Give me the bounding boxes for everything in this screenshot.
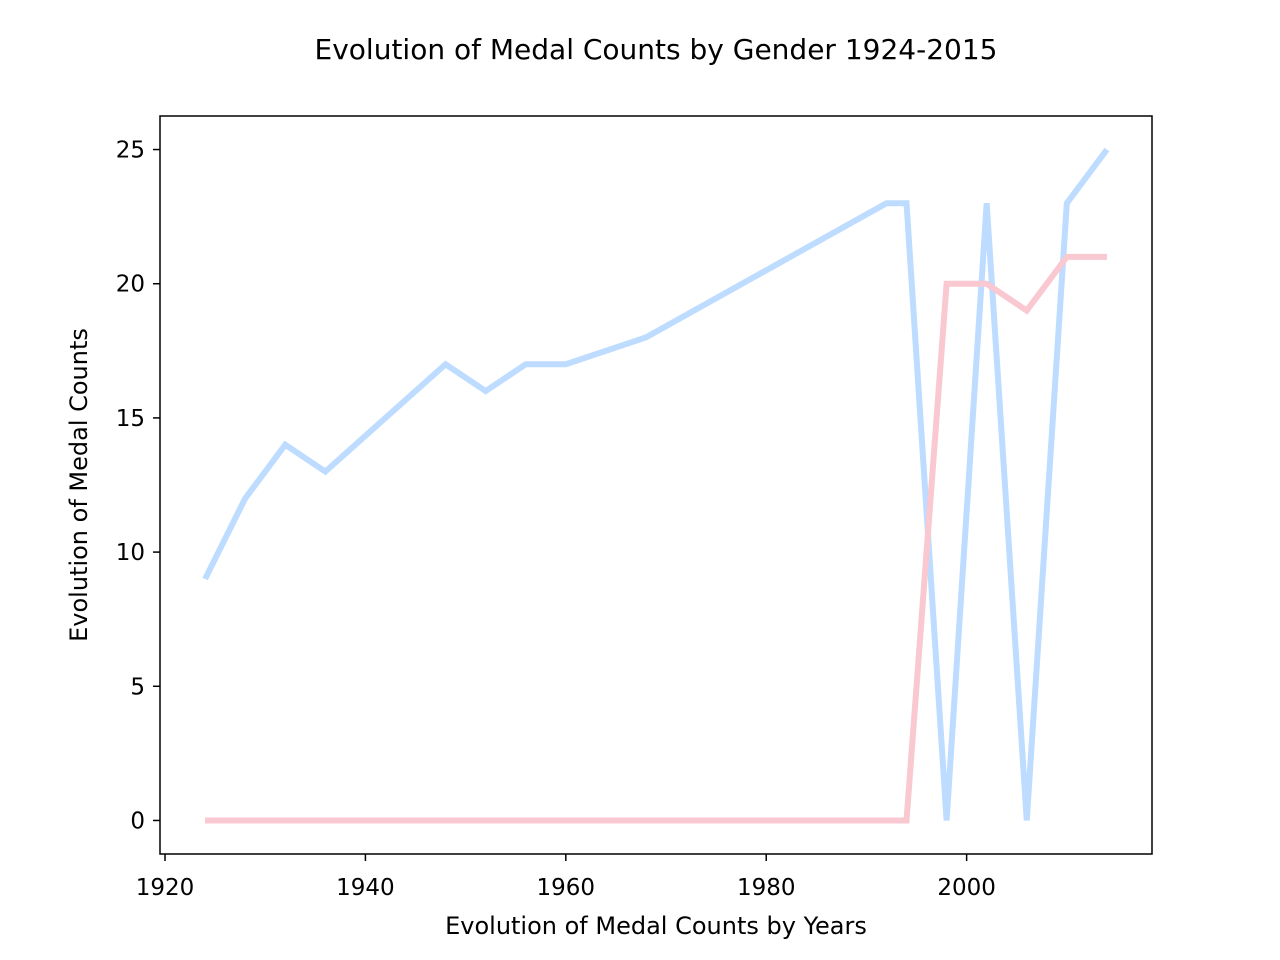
plot-frame bbox=[159, 115, 1153, 855]
chart-title: Evolution of Medal Counts by Gender 1924… bbox=[315, 33, 998, 66]
y-tick-label: 5 bbox=[130, 674, 145, 700]
y-tick-label: 25 bbox=[116, 138, 145, 164]
y-tick-label: 0 bbox=[130, 808, 145, 834]
x-tick-label: 1940 bbox=[336, 875, 395, 901]
x-tick-label: 2000 bbox=[937, 875, 996, 901]
series-line-2 bbox=[205, 253, 1107, 824]
y-tick-label: 20 bbox=[116, 272, 145, 298]
y-axis-ticks: 0 5 10 15 20 25 bbox=[116, 138, 160, 834]
y-tick-label: 15 bbox=[116, 406, 145, 432]
x-tick-label: 1960 bbox=[537, 875, 596, 901]
x-tick-label: 1920 bbox=[136, 875, 195, 901]
y-tick-label: 10 bbox=[116, 540, 145, 566]
series-layer bbox=[202, 147, 1110, 824]
y-axis-label: Evolution of Medal Counts bbox=[65, 328, 93, 642]
x-axis-label: Evolution of Medal Counts by Years bbox=[445, 912, 867, 940]
x-tick-label: 1980 bbox=[737, 875, 796, 901]
x-axis-ticks: 1920 1940 1960 1980 2000 bbox=[136, 854, 996, 901]
series-line-1 bbox=[202, 147, 1110, 821]
